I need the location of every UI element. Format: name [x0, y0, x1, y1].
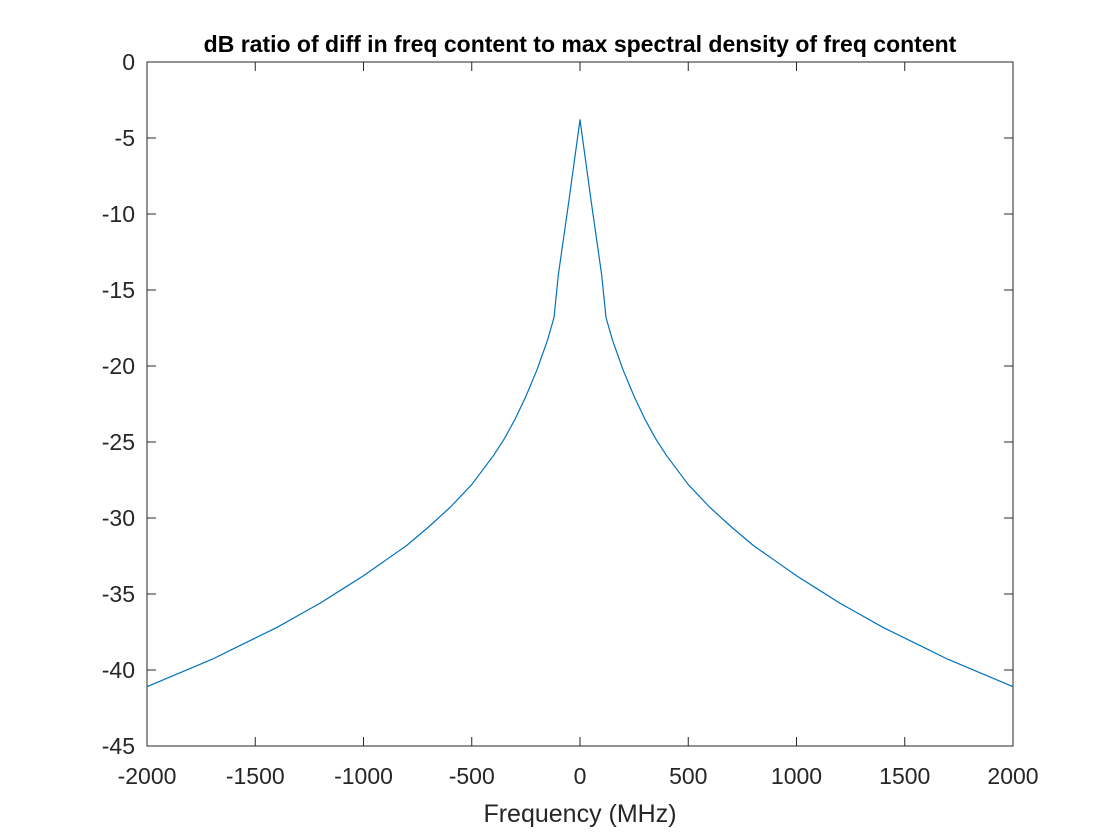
chart-title: dB ratio of diff in freq content to max … [204, 31, 957, 57]
y-tick-label: 0 [122, 49, 135, 75]
plot-area: -2000 -1500 -1000 -500 0 500 1000 1500 2000 0-5-… [102, 49, 1039, 789]
x-tick-label: 1500 [879, 763, 930, 789]
y-tick-label: -15 [102, 277, 135, 303]
x-axis: -2000 -1500 -1000 -500 0 500 1000 1500 2000 [118, 62, 1039, 789]
y-tick-label: -10 [102, 201, 135, 227]
y-tick-label: -30 [102, 505, 135, 531]
series-line-0 [146, 119, 1014, 688]
y-tick-label: -45 [102, 733, 135, 759]
x-axis-title: Frequency (MHz) [483, 800, 676, 828]
x-tick-label: 1000 [771, 763, 822, 789]
series-layer [146, 119, 1014, 688]
x-tick-label: -1000 [334, 763, 393, 789]
x-tick-label: 0 [574, 763, 587, 789]
x-tick-label: 2000 [987, 763, 1038, 789]
x-tick-label: -2000 [118, 763, 177, 789]
y-tick-label: -20 [102, 353, 135, 379]
y-tick-label: -35 [102, 581, 135, 607]
x-tick-label: -1500 [226, 763, 285, 789]
y-tick-label: -40 [102, 657, 135, 683]
y-axis: 0 -5 -10 -15 -20 -25 -30 -35 -40 -45 [102, 49, 1013, 759]
x-tick-label: -500 [449, 763, 495, 789]
x-tick-label: 500 [669, 763, 707, 789]
y-tick-label: -25 [102, 429, 135, 455]
y-tick-label: -5 [115, 125, 135, 151]
axes-box [146, 61, 1014, 747]
